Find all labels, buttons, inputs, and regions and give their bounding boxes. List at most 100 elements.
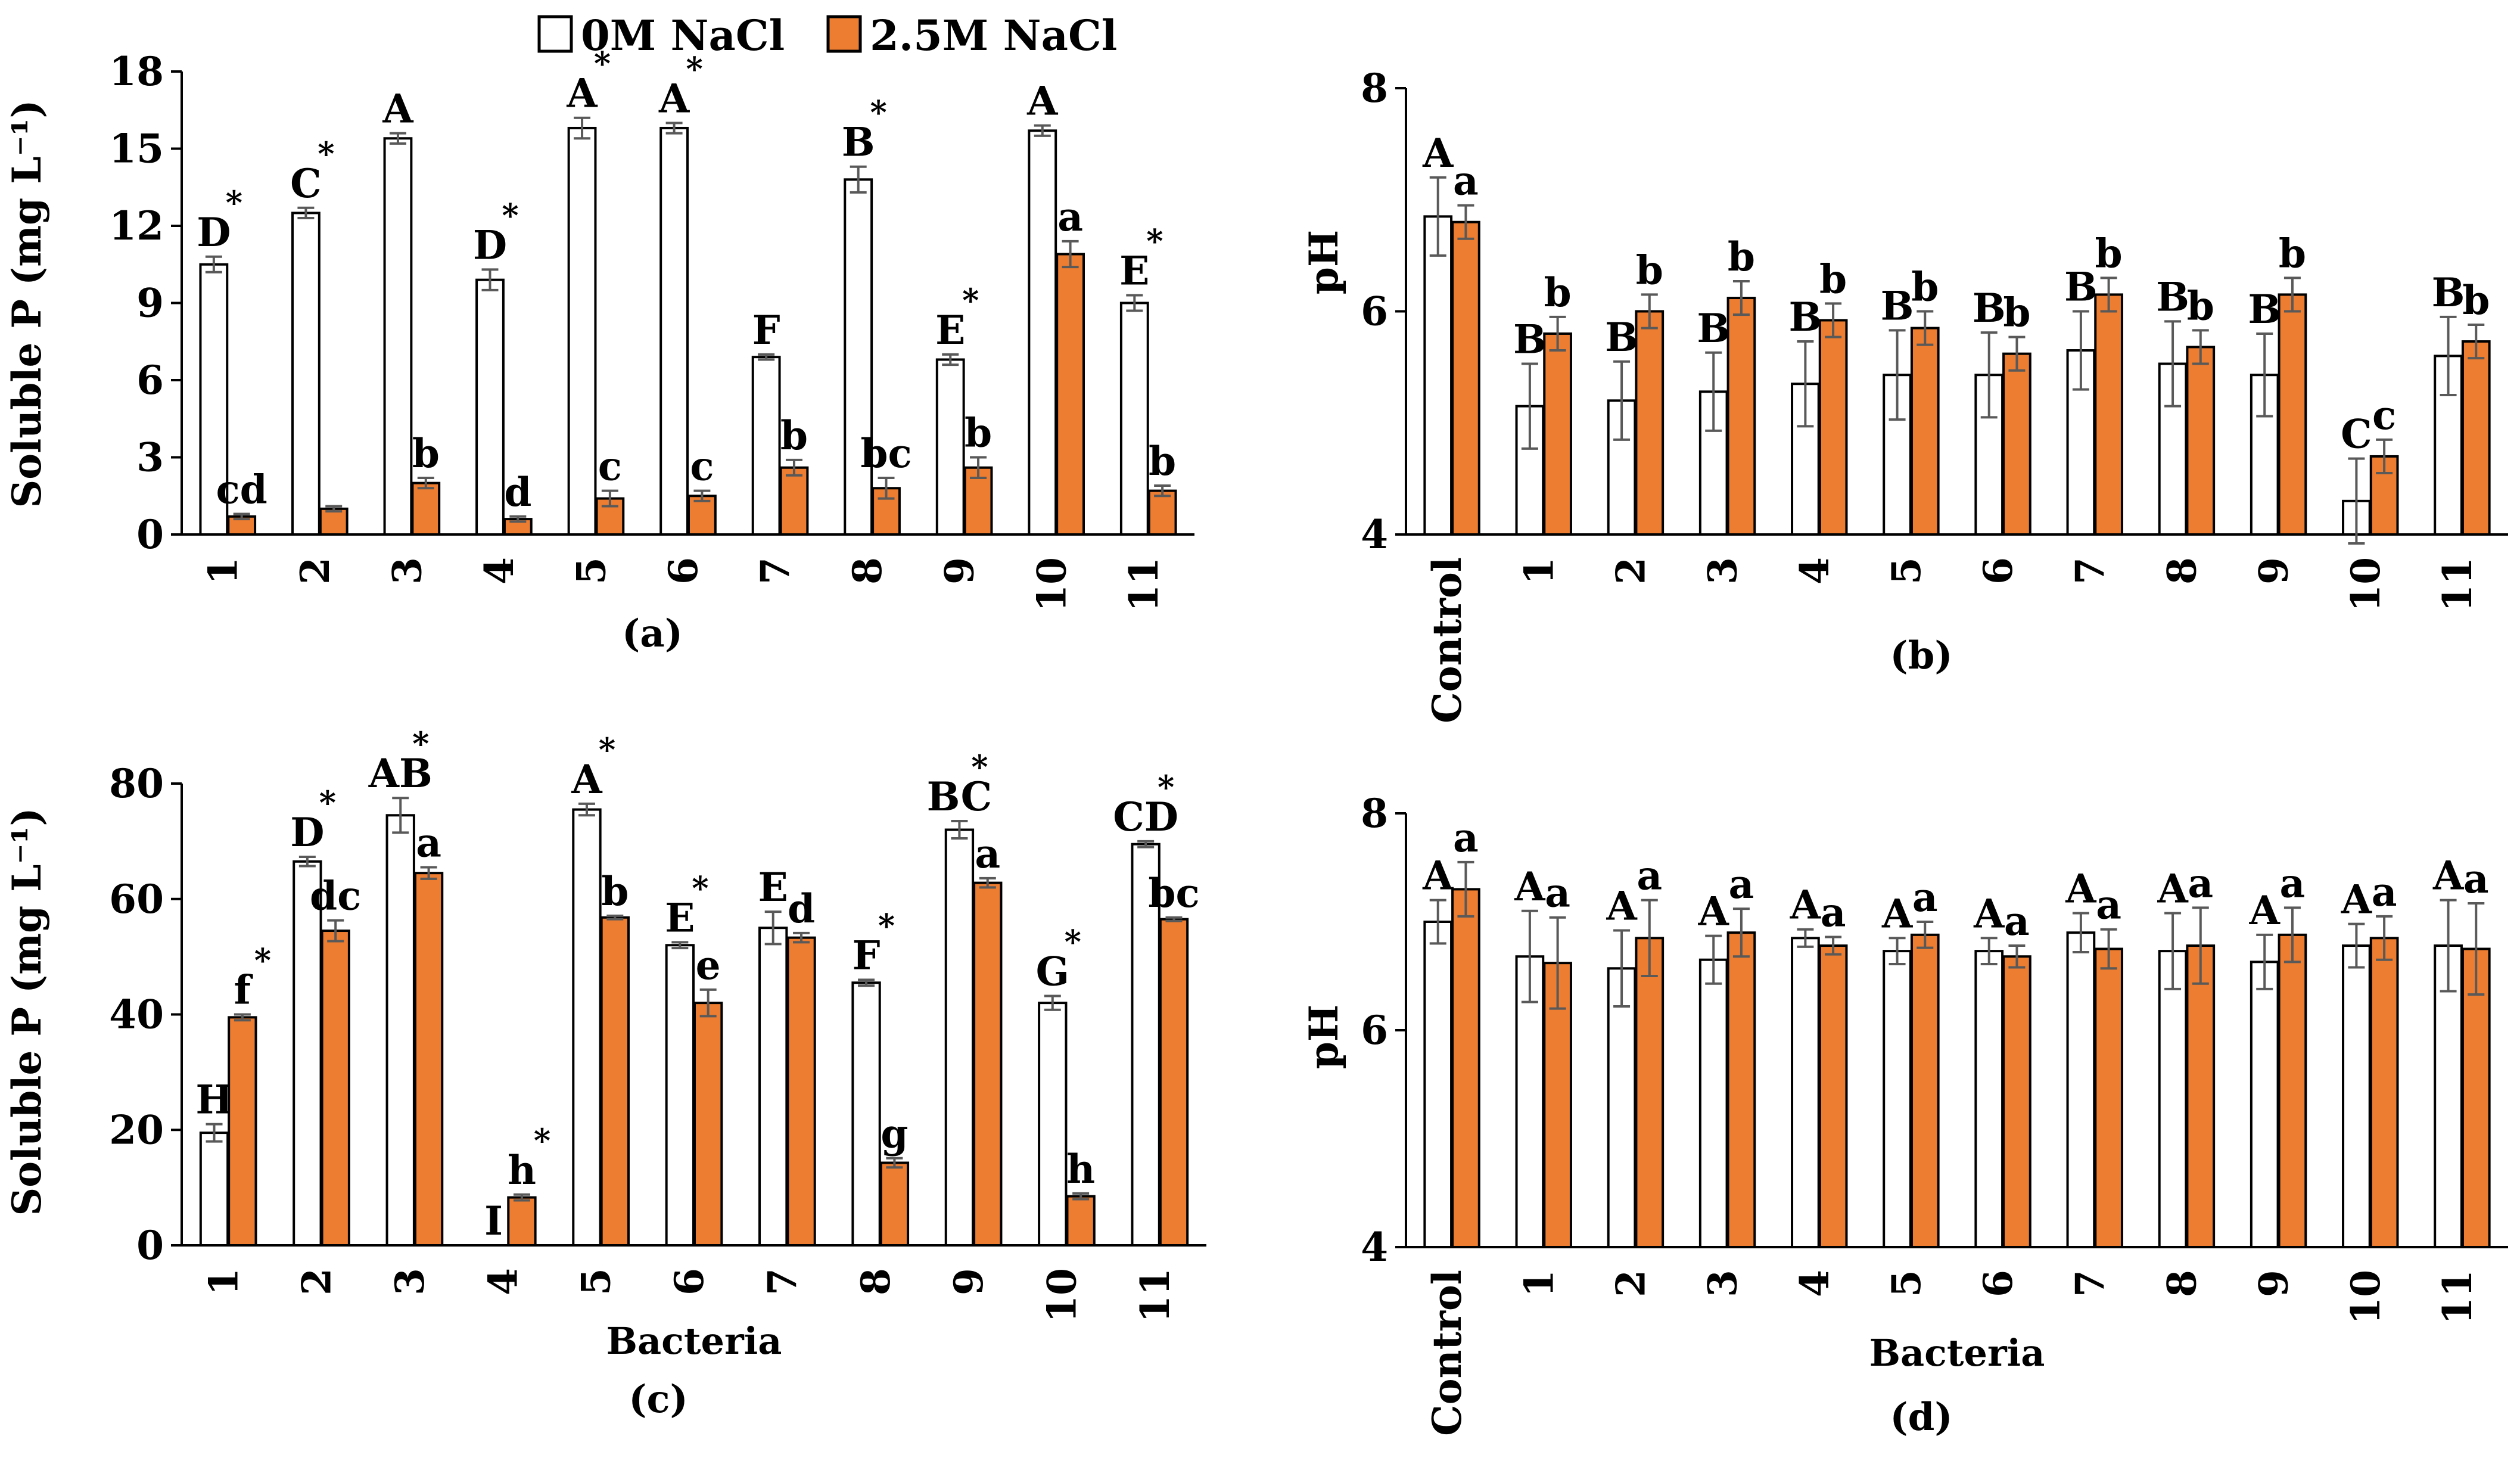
bar [1159,918,1189,1247]
significance-label: A [1422,130,1454,176]
significance-label: A [2249,887,2281,934]
significance-label: A [1514,863,1545,910]
significance-label: A [2157,865,2188,912]
y-tick-label: 0 [136,1222,164,1269]
x-tick-label: 10 [1039,1268,1085,1323]
significance-label: a [2463,856,2489,902]
x-tick-label: 3 [1700,557,1746,585]
x-tick-label: 11 [2434,557,2481,612]
bar [2434,944,2463,1249]
bar [1635,937,1665,1249]
significance-label: a [2188,860,2213,906]
significance-label: a [1821,889,1846,935]
bar [1543,332,1572,536]
y-axis-title: Soluble P (mg L⁻¹) [4,807,50,1216]
x-tick-label: 8 [844,557,891,585]
x-tick-label: 8 [2159,1270,2205,1297]
x-tick-label: 6 [660,557,707,585]
bar [475,278,505,536]
bar [2278,933,2307,1248]
bar [1910,327,1940,536]
x-tick-label: 8 [2159,557,2205,585]
bar [199,1132,229,1247]
bar [1543,962,1572,1249]
significance-star: * [692,869,708,907]
panel-label: (d) [1890,1395,1952,1440]
significance-label: d [504,469,531,515]
significance-label: h [508,1147,536,1194]
x-tick-label: 9 [937,557,983,585]
x-tick-label: 3 [1700,1270,1746,1297]
significance-label: E [665,894,695,941]
panel-b-chart: 4 6 8 pH Control Aa 1 Bb 2 Bb 3 Bb 4 Bb 5 Bb 6 Bb 7 Bb 8 Bb 9 B… [1301,65,2508,723]
bar [1726,931,1756,1248]
bar [293,860,322,1247]
x-tick-label: 5 [568,557,615,585]
bar [321,930,350,1247]
legend-label-0: 0M NaCl [581,11,785,60]
bar [2066,349,2096,536]
x-tick-label: 4 [476,557,522,585]
bar [2094,293,2123,536]
bar [758,927,788,1247]
significance-label: bc [1148,870,1199,916]
significance-label: b [780,412,808,459]
bar [665,944,695,1247]
significance-label: B [1881,282,1914,329]
panel-label: (a) [622,611,683,656]
x-tick-label: 10 [2342,1270,2389,1325]
significance-label: b [2095,230,2123,276]
x-tick-label: 7 [2067,557,2113,585]
bar [1910,933,1940,1248]
significance-label: A [2065,865,2096,912]
bar [572,808,602,1247]
significance-label: B [2064,264,2098,310]
significance-label: F [853,932,881,978]
panel-label: (b) [1890,633,1952,678]
significance-label: B [2432,269,2465,316]
significance-label: a [416,819,441,866]
x-tick-label: 11 [1121,557,1167,612]
significance-label: dc [310,873,361,919]
bar [385,814,415,1247]
x-tick-label: 5 [1883,1270,1930,1297]
significance-label: G [1036,949,1069,995]
y-axis-title: Soluble P (mg L⁻¹) [4,100,50,508]
x-tick-label: 9 [2251,557,2297,585]
significance-label: A [1790,882,1821,928]
bar [844,178,873,536]
x-axis-title: Bacteria [1869,1331,2045,1375]
significance-label: b [1728,234,1755,280]
significance-label: a [1729,861,1754,907]
significance-star: * [1065,923,1081,961]
significance-label: b [2462,277,2490,324]
x-tick-label: 1 [1516,1270,1562,1297]
significance-label: D [290,809,324,856]
bar [567,126,597,536]
x-tick-label: Control [1424,557,1470,723]
significance-label: A [1026,78,1058,125]
significance-star: * [599,731,615,769]
bar [1635,310,1665,536]
x-tick-label: 10 [1028,557,1075,612]
bar [2342,944,2371,1249]
significance-label: b [412,430,440,477]
y-tick-label: 6 [136,357,164,403]
y-axis-title: pH [1301,1005,1347,1070]
significance-label: b [1149,438,1176,484]
bar [2186,346,2216,536]
significance-label: b [1911,264,1939,310]
y-tick-label: 6 [1361,1007,1388,1053]
x-tick-label: 11 [2434,1270,2481,1325]
bar [1028,129,1057,536]
bar [1726,297,1756,536]
x-tick-label: 1 [200,1268,247,1295]
significance-label: BC [927,773,993,820]
bar [973,881,1003,1247]
significance-label: g [881,1111,908,1157]
significance-label: C [2341,411,2372,458]
x-tick-label: 8 [853,1268,899,1295]
legend-label-1: 2.5M NaCl [870,11,1117,60]
x-tick-label: 7 [2067,1270,2113,1297]
